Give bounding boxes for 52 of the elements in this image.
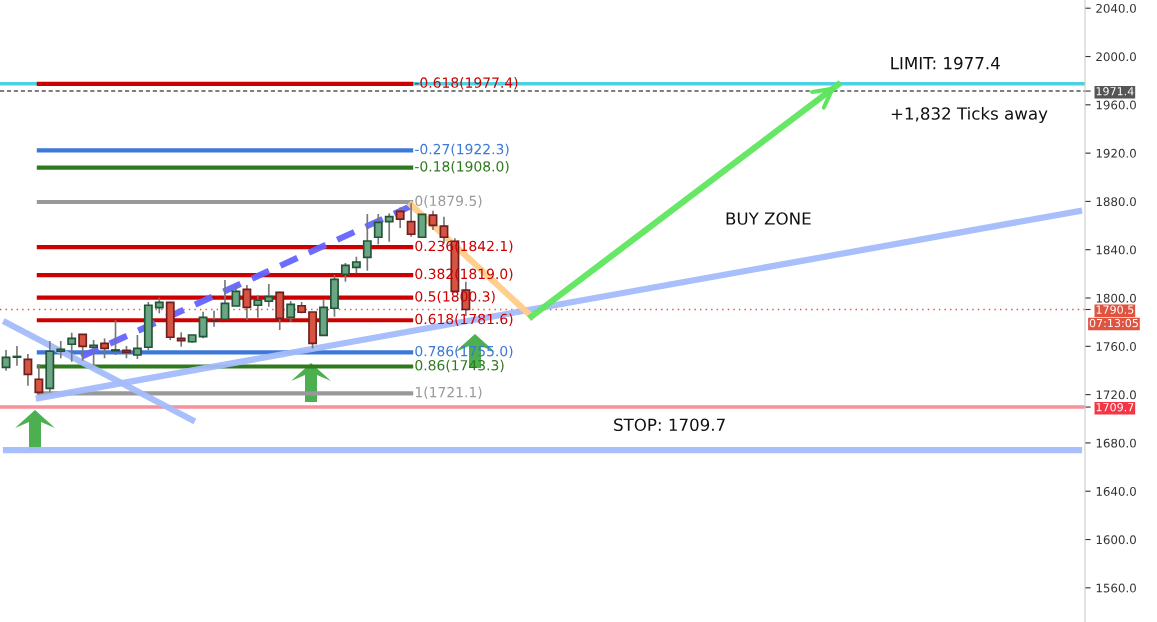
candlestick (362, 213, 372, 272)
y-tick-label: 1680.0 (1096, 438, 1136, 448)
candlestick (395, 206, 405, 229)
y-tick-label: 1920.0 (1096, 148, 1136, 158)
y-tick-label: 2040.0 (1096, 3, 1136, 13)
candlestick (34, 363, 44, 395)
y-tick-label: 1840.0 (1096, 245, 1136, 255)
y-tick-label: 1971.4 (1096, 87, 1134, 96)
candlestick (384, 212, 394, 243)
y-tick-label: 1800.0 (1096, 293, 1136, 303)
candlestick (340, 262, 350, 283)
y-tick-label: 2000.0 (1096, 52, 1136, 62)
candlestick (23, 353, 33, 387)
candlestick (406, 202, 416, 238)
candlestick (1, 349, 11, 372)
y-tick-label: 1960.0 (1096, 100, 1136, 110)
candlestick (231, 284, 241, 307)
annotation: BUY ZONE (726, 212, 811, 225)
candlestick (373, 213, 383, 246)
candlestick (198, 310, 208, 340)
series-label: 0.86(1743.3) (415, 359, 504, 373)
candlestick (67, 331, 77, 363)
series-label: 0(1879.5) (415, 195, 482, 208)
y-tick-label: 1790.5 (1096, 305, 1134, 314)
ref-line-label: LIMIT: 1977.4 (891, 56, 1000, 70)
candlestick (286, 300, 296, 323)
y-tick-label: 1600.0 (1096, 535, 1136, 545)
y-tick-label: 1709.7 (1096, 403, 1134, 412)
candlestick (417, 213, 427, 239)
annotation: +1,832 Ticks away (891, 106, 1048, 124)
y-tick-label: 1760.0 (1096, 342, 1136, 351)
candlestick (56, 340, 66, 360)
series-label: -0.618(1977.4) (415, 77, 518, 90)
ref-line-label: STOP: 1709.7 (614, 418, 725, 432)
y-tick-label: 1560.0 (1096, 583, 1136, 593)
y-tick-label: 1640.0 (1096, 486, 1136, 496)
candlestick (220, 279, 230, 321)
series-label: 0.618(1781.6) (415, 313, 513, 326)
candlestick (264, 283, 274, 308)
candlestick (132, 334, 142, 360)
y-tick-label: 1720.0 (1096, 390, 1136, 400)
candlestick (78, 333, 88, 362)
candlestick (428, 209, 438, 231)
series-label: -0.18(1908.0) (415, 160, 509, 174)
candlestick (100, 337, 110, 360)
text: 07:13:05 (1089, 318, 1138, 328)
candlestick (89, 339, 99, 366)
y-tick-label: 1880.0 (1096, 197, 1136, 207)
candlestick (111, 319, 120, 356)
series-label: 1(1721.1) (415, 386, 482, 399)
candlestick (253, 294, 263, 319)
series-label: -0.27(1922.3) (415, 143, 509, 156)
